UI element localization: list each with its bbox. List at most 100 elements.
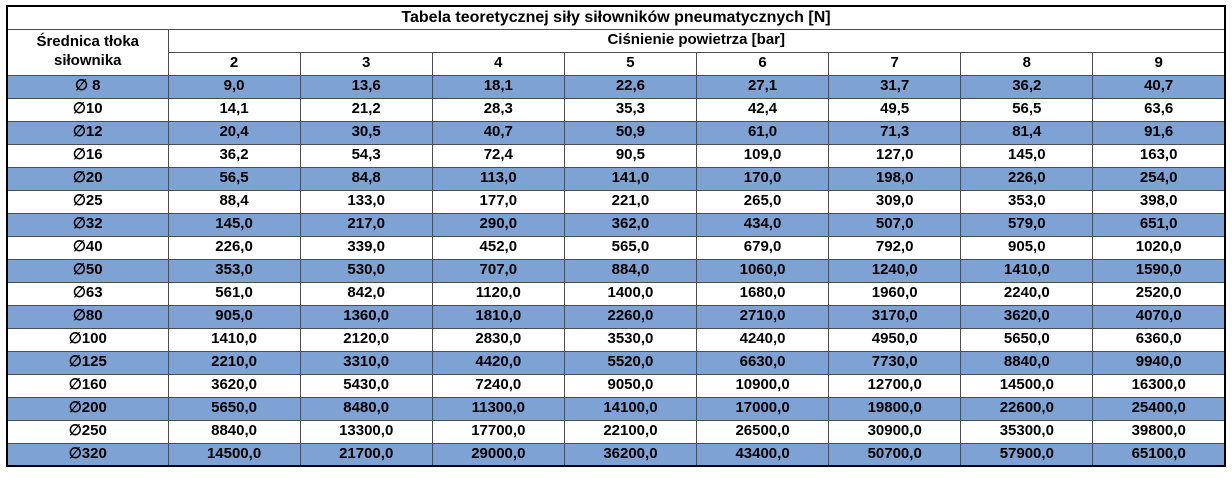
force-value-cell: 9,0 [167,74,301,99]
table-row: ∅10 14,1 21,2 28,3 35,3 42,4 49,5 56,5 63,6 [6,97,1226,122]
force-value-cell: 452,0 [431,235,565,260]
table-row: ∅320 14500,0 21700,0 29000,0 36200,0 43400,0 5… [6,442,1226,467]
force-value-cell: 353,0 [960,189,1094,214]
force-value-cell: 254,0 [1092,166,1226,191]
force-value-cell: 1410,0 [960,258,1094,283]
force-value-cell: 163,0 [1092,143,1226,168]
diameter-cell: ∅50 [6,258,169,283]
force-value-cell: 8840,0 [960,350,1094,375]
force-value-cell: 28,3 [431,97,565,122]
force-value-cell: 12700,0 [828,373,962,398]
table-row: ∅16 36,2 54,3 72,4 90,5 109,0 127,0 145,0 163,0 [6,143,1226,168]
diameter-cell: ∅63 [6,281,169,306]
pressure-col-header: 5 [563,51,698,76]
force-value-cell: 8480,0 [299,396,433,421]
force-value-cell: 43400,0 [695,442,830,467]
force-value-cell: 5650,0 [167,396,301,421]
title-row: Tabela teoretycznej siły siłowników pneu… [6,5,1226,30]
force-value-cell: 14100,0 [563,396,698,421]
force-value-cell: 9050,0 [563,373,698,398]
force-value-cell: 22600,0 [960,396,1094,421]
force-value-cell: 40,7 [1092,74,1226,99]
force-value-cell: 1680,0 [695,281,830,306]
force-value-cell: 2260,0 [563,304,698,329]
diameter-cell: ∅80 [6,304,169,329]
table-body: ∅ 8 9,0 13,6 18,1 22,6 27,1 31,7 36,2 40,7 ∅10 14,… [6,74,1226,467]
force-value-cell: 113,0 [431,166,565,191]
table-row: ∅200 5650,0 8480,0 11300,0 14100,0 17000,0 198… [6,396,1226,421]
force-value-cell: 565,0 [563,235,698,260]
force-value-cell: 3620,0 [167,373,301,398]
force-value-cell: 362,0 [563,212,698,237]
force-value-cell: 1020,0 [1092,235,1226,260]
table-row: ∅25 88,4 133,0 177,0 221,0 265,0 309,0 353,0 398… [6,189,1226,214]
table-row: ∅32 145,0 217,0 290,0 362,0 434,0 507,0 579,0 65… [6,212,1226,237]
force-value-cell: 1400,0 [563,281,698,306]
force-value-cell: 842,0 [299,281,433,306]
force-value-cell: 27,1 [695,74,830,99]
force-value-cell: 88,4 [167,189,301,214]
diameter-cell: ∅40 [6,235,169,260]
force-value-cell: 651,0 [1092,212,1226,237]
pneumatic-force-table-container: Tabela teoretycznej siły siłowników pneu… [6,5,1226,467]
force-value-cell: 2240,0 [960,281,1094,306]
force-value-cell: 530,0 [299,258,433,283]
diameter-column-header: Średnica tłoka siłownika [6,28,169,76]
force-value-cell: 30900,0 [828,419,962,444]
force-value-cell: 4240,0 [695,327,830,352]
force-value-cell: 4420,0 [431,350,565,375]
force-value-cell: 1120,0 [431,281,565,306]
force-value-cell: 35,3 [563,97,698,122]
diameter-cell: ∅12 [6,120,169,145]
force-value-cell: 226,0 [167,235,301,260]
force-value-cell: 3620,0 [960,304,1094,329]
force-value-cell: 36,2 [167,143,301,168]
diameter-cell: ∅20 [6,166,169,191]
diameter-cell: ∅160 [6,373,169,398]
force-value-cell: 21,2 [299,97,433,122]
force-value-cell: 57900,0 [960,442,1094,467]
force-value-cell: 39800,0 [1092,419,1226,444]
force-value-cell: 2520,0 [1092,281,1226,306]
diameter-cell: ∅32 [6,212,169,237]
force-value-cell: 884,0 [563,258,698,283]
force-value-cell: 20,4 [167,120,301,145]
force-value-cell: 679,0 [695,235,830,260]
table-row: ∅20 56,5 84,8 113,0 141,0 170,0 198,0 226,0 254,… [6,166,1226,191]
pressure-col-header: 2 [167,51,301,76]
pressure-col-header: 9 [1092,51,1226,76]
force-value-cell: 170,0 [695,166,830,191]
force-value-cell: 10900,0 [695,373,830,398]
group-header-row: Średnica tłoka siłownika Ciśnienie powie… [6,28,1226,76]
force-value-cell: 9940,0 [1092,350,1226,375]
force-value-cell: 56,5 [167,166,301,191]
diameter-cell: ∅10 [6,97,169,122]
force-value-cell: 61,0 [695,120,830,145]
force-value-cell: 90,5 [563,143,698,168]
force-value-cell: 1410,0 [167,327,301,352]
force-value-cell: 65100,0 [1092,442,1226,467]
force-value-cell: 4070,0 [1092,304,1226,329]
force-value-cell: 5430,0 [299,373,433,398]
force-value-cell: 30,5 [299,120,433,145]
force-value-cell: 221,0 [563,189,698,214]
force-value-cell: 6630,0 [695,350,830,375]
table-row: ∅80 905,0 1360,0 1810,0 2260,0 2710,0 3170,0 36… [6,304,1226,329]
force-value-cell: 63,6 [1092,97,1226,122]
force-value-cell: 434,0 [695,212,830,237]
force-value-cell: 40,7 [431,120,565,145]
table-row: ∅63 561,0 842,0 1120,0 1400,0 1680,0 1960,0 224… [6,281,1226,306]
force-value-cell: 353,0 [167,258,301,283]
diameter-cell: ∅ 8 [6,74,169,99]
diameter-cell: ∅250 [6,419,169,444]
force-value-cell: 18,1 [431,74,565,99]
pressure-col-header: 8 [960,51,1094,76]
force-value-cell: 398,0 [1092,189,1226,214]
force-value-cell: 49,5 [828,97,962,122]
force-value-cell: 3170,0 [828,304,962,329]
table-row: ∅12 20,4 30,5 40,7 50,9 61,0 71,3 81,4 91,6 [6,120,1226,145]
force-value-cell: 2710,0 [695,304,830,329]
table-row: ∅50 353,0 530,0 707,0 884,0 1060,0 1240,0 1410,… [6,258,1226,283]
force-value-cell: 217,0 [299,212,433,237]
force-value-cell: 1360,0 [299,304,433,329]
